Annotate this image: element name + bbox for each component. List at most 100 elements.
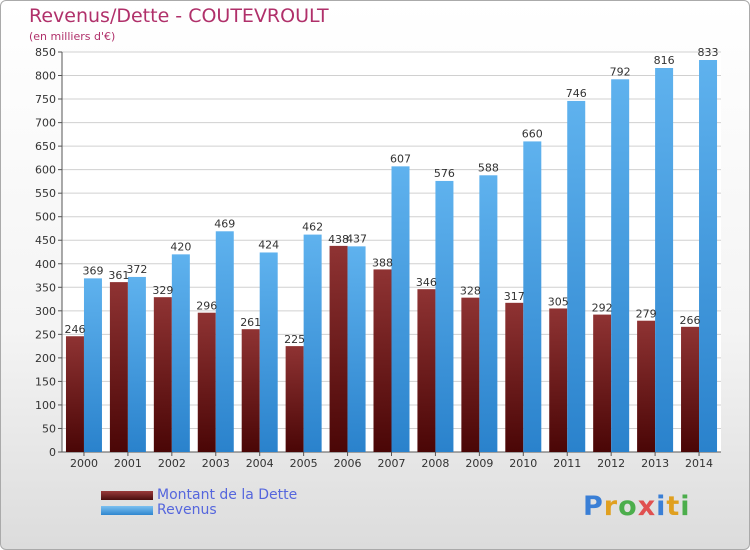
x-tick-label: 2010 <box>509 457 537 470</box>
bar-dette <box>681 326 700 452</box>
bar-revenus <box>655 68 674 452</box>
legend-item-revenus: Revenus <box>101 502 217 518</box>
data-label-dette: 261 <box>240 316 261 329</box>
bar-dette <box>505 302 524 452</box>
bar-revenus <box>303 234 322 452</box>
chart-subtitle: (en milliers d'€) <box>29 30 116 43</box>
y-tick-label: 200 <box>35 352 56 365</box>
bar-dette <box>109 282 128 452</box>
y-tick-label: 650 <box>35 140 56 153</box>
y-tick-label: 750 <box>35 93 56 106</box>
bar-dette <box>153 297 172 452</box>
data-label-revenus: 576 <box>434 167 455 180</box>
data-label-dette: 438 <box>328 233 349 246</box>
data-label-dette: 317 <box>504 290 525 303</box>
data-label-revenus: 792 <box>610 65 631 78</box>
x-tick-label: 2012 <box>597 457 625 470</box>
x-tick-label: 2004 <box>246 457 274 470</box>
bar-dette <box>637 320 656 452</box>
x-tick-label: 2011 <box>553 457 581 470</box>
data-label-revenus: 369 <box>82 264 103 277</box>
bar-revenus <box>171 254 190 452</box>
data-label-dette: 329 <box>152 284 173 297</box>
y-tick-label: 500 <box>35 211 56 224</box>
bar-revenus <box>479 175 498 452</box>
data-label-dette: 361 <box>108 269 129 282</box>
bar-revenus <box>567 100 586 453</box>
y-tick-label: 700 <box>35 117 56 130</box>
y-tick-label: 150 <box>35 375 56 388</box>
legend-item-dette: Montant de la Dette <box>101 487 298 503</box>
y-tick-label: 300 <box>35 305 56 318</box>
bar-revenus <box>523 141 542 453</box>
y-tick-label: 100 <box>35 399 56 412</box>
y-tick-label: 850 <box>35 46 56 59</box>
bar-dette <box>373 269 392 452</box>
legend-label-dette: Montant de la Dette <box>157 487 298 503</box>
bar-revenus <box>83 278 102 452</box>
data-label-revenus: 588 <box>478 161 499 174</box>
y-tick-label: 350 <box>35 281 56 294</box>
data-label-revenus: 607 <box>390 152 411 165</box>
y-tick-label: 450 <box>35 234 56 247</box>
x-tick-label: 2008 <box>421 457 449 470</box>
y-tick-label: 0 <box>49 446 56 459</box>
legend-swatch-revenus <box>101 505 153 515</box>
bar-dette <box>65 336 84 452</box>
y-tick-label: 550 <box>35 187 56 200</box>
bar-revenus <box>215 231 234 452</box>
legend-swatch-dette <box>101 490 153 500</box>
bar-dette <box>285 346 304 452</box>
x-tick-label: 2005 <box>290 457 318 470</box>
data-label-dette: 296 <box>196 300 217 313</box>
y-tick-label: 600 <box>35 164 56 177</box>
bar-dette <box>241 329 260 452</box>
y-tick-label: 400 <box>35 258 56 271</box>
data-label-revenus: 833 <box>698 46 719 59</box>
bar-dette <box>549 308 568 452</box>
x-tick-label: 2002 <box>158 457 186 470</box>
y-tick-label: 250 <box>35 328 56 341</box>
bar-dette <box>197 312 216 452</box>
data-label-dette: 328 <box>460 285 481 298</box>
bar-revenus <box>259 252 278 452</box>
data-label-dette: 388 <box>372 256 393 269</box>
bar-revenus <box>127 276 146 452</box>
bar-dette <box>417 289 436 452</box>
x-tick-label: 2013 <box>641 457 669 470</box>
bar-dette <box>593 314 612 452</box>
x-tick-label: 2009 <box>465 457 493 470</box>
data-label-dette: 305 <box>548 295 569 308</box>
bar-revenus <box>611 79 630 452</box>
x-tick-label: 2014 <box>685 457 713 470</box>
data-label-revenus: 746 <box>566 87 587 100</box>
data-label-revenus: 424 <box>258 238 279 251</box>
bar-revenus <box>391 166 410 452</box>
data-label-dette: 266 <box>680 314 701 327</box>
data-label-revenus: 437 <box>346 232 367 245</box>
data-label-dette: 225 <box>284 333 305 346</box>
x-tick-label: 2001 <box>114 457 142 470</box>
y-tick-label: 800 <box>35 70 56 83</box>
data-label-revenus: 372 <box>126 263 147 276</box>
bar-revenus <box>699 60 718 452</box>
data-label-dette: 246 <box>64 323 85 336</box>
bar-revenus <box>347 246 366 452</box>
data-label-revenus: 660 <box>522 127 543 140</box>
chart-title: Revenus/Dette - COUTEVROULT <box>29 5 329 27</box>
x-tick-label: 2007 <box>378 457 406 470</box>
data-label-revenus: 462 <box>302 221 323 234</box>
data-label-dette: 279 <box>636 308 657 321</box>
x-tick-label: 2006 <box>334 457 362 470</box>
y-tick-label: 50 <box>42 422 56 435</box>
bar-dette <box>329 245 348 452</box>
data-label-revenus: 469 <box>214 217 235 230</box>
bar-dette <box>461 297 480 452</box>
data-label-revenus: 420 <box>170 240 191 253</box>
x-tick-label: 2000 <box>70 457 98 470</box>
data-label-revenus: 816 <box>654 54 675 67</box>
bar-revenus <box>435 180 454 453</box>
data-label-dette: 346 <box>416 276 437 289</box>
